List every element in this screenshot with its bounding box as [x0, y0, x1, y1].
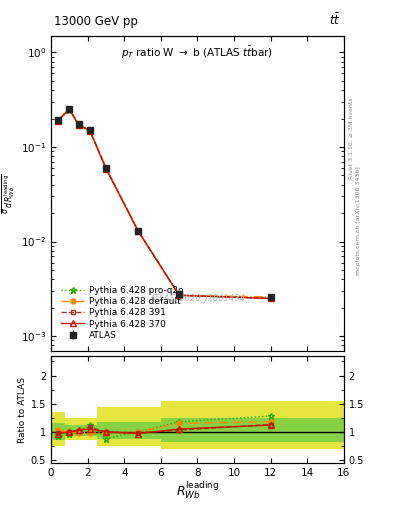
Pythia 6.428 370 [177, 292, 182, 298]
Text: $p_T$ ratio W $\rightarrow$ b (ATLAS $t\bar{t}$bar): $p_T$ ratio W $\rightarrow$ b (ATLAS $t\… [121, 45, 274, 61]
Text: ATLAS_2020_I1801434: ATLAS_2020_I1801434 [149, 293, 246, 302]
Text: $t\bar{t}$: $t\bar{t}$ [329, 12, 341, 28]
Text: mcplots.cern.ch [arXiv:1306.3436]: mcplots.cern.ch [arXiv:1306.3436] [356, 166, 361, 274]
Line: Pythia 6.428 default: Pythia 6.428 default [55, 106, 273, 300]
Pythia 6.428 default [55, 117, 60, 123]
Pythia 6.428 391 [88, 127, 92, 134]
Pythia 6.428 370 [136, 228, 140, 234]
Pythia 6.428 391 [177, 292, 182, 298]
Pythia 6.428 391 [104, 165, 108, 171]
Pythia 6.428 default [76, 121, 81, 127]
Line: Pythia 6.428 370: Pythia 6.428 370 [55, 106, 274, 301]
Line: Pythia 6.428 pro-q2o: Pythia 6.428 pro-q2o [55, 106, 274, 302]
Pythia 6.428 370 [67, 106, 72, 113]
Pythia 6.428 default [67, 106, 72, 112]
Pythia 6.428 pro-q2o [104, 165, 108, 172]
Pythia 6.428 default [268, 294, 273, 300]
Y-axis label: $\frac{1}{\sigma}\frac{d\sigma}{d\,R_{Wb}^{\rm leading}}$: $\frac{1}{\sigma}\frac{d\sigma}{d\,R_{Wb… [0, 173, 18, 214]
Pythia 6.428 pro-q2o [136, 228, 140, 234]
Line: Pythia 6.428 391: Pythia 6.428 391 [55, 106, 273, 301]
Pythia 6.428 default [104, 165, 108, 171]
Pythia 6.428 default [136, 228, 140, 234]
Text: Rivet 3.1.10, ≥ 3M events: Rivet 3.1.10, ≥ 3M events [349, 97, 354, 179]
Pythia 6.428 pro-q2o [67, 106, 72, 113]
Pythia 6.428 391 [67, 106, 72, 112]
Pythia 6.428 370 [88, 128, 92, 134]
Pythia 6.428 pro-q2o [76, 122, 81, 128]
Y-axis label: Ratio to ATLAS: Ratio to ATLAS [18, 377, 27, 442]
Pythia 6.428 391 [55, 117, 60, 123]
Pythia 6.428 391 [268, 295, 273, 302]
Pythia 6.428 370 [76, 122, 81, 128]
Pythia 6.428 391 [76, 121, 81, 127]
Pythia 6.428 pro-q2o [268, 295, 273, 302]
Pythia 6.428 370 [55, 118, 60, 124]
X-axis label: $R_{Wb}^{\rm leading}$: $R_{Wb}^{\rm leading}$ [176, 480, 219, 501]
Legend: Pythia 6.428 pro-q2o, Pythia 6.428 default, Pythia 6.428 391, Pythia 6.428 370, : Pythia 6.428 pro-q2o, Pythia 6.428 defau… [61, 286, 183, 340]
Pythia 6.428 pro-q2o [88, 128, 92, 134]
Text: 13000 GeV pp: 13000 GeV pp [54, 15, 138, 28]
Pythia 6.428 default [88, 127, 92, 134]
Pythia 6.428 370 [268, 295, 273, 302]
Pythia 6.428 pro-q2o [177, 292, 182, 298]
Pythia 6.428 391 [136, 228, 140, 234]
Pythia 6.428 pro-q2o [55, 118, 60, 124]
Pythia 6.428 370 [104, 165, 108, 172]
Pythia 6.428 default [177, 292, 182, 298]
